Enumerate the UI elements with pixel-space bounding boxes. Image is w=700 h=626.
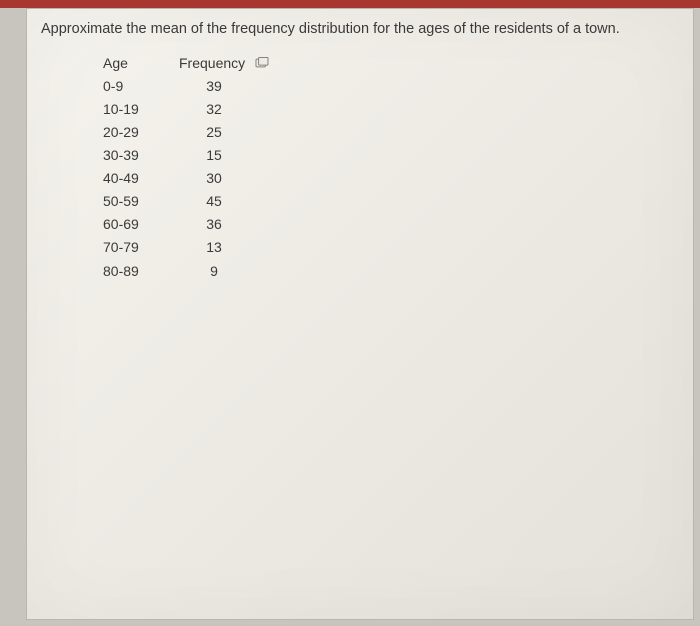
header-frequency-label: Frequency <box>179 55 245 71</box>
cell-frequency: 9 <box>179 260 249 283</box>
table-row: 40-49 30 <box>89 167 679 190</box>
table-row: 0-9 39 <box>89 75 679 98</box>
cell-frequency: 32 <box>179 98 249 121</box>
table-row: 30-39 15 <box>89 144 679 167</box>
cell-age: 50-59 <box>89 190 179 213</box>
table-row: 50-59 45 <box>89 190 679 213</box>
cell-age: 0-9 <box>89 75 179 98</box>
header-age: Age <box>89 55 179 71</box>
table-row: 80-89 9 <box>89 260 679 283</box>
table-row: 70-79 13 <box>89 236 679 259</box>
cell-frequency: 15 <box>179 144 249 167</box>
table-row: 20-29 25 <box>89 121 679 144</box>
cell-age: 70-79 <box>89 236 179 259</box>
app-frame: Approximate the mean of the frequency di… <box>0 0 700 626</box>
table-header-row: Age Frequency <box>89 55 679 71</box>
cell-frequency: 36 <box>179 213 249 236</box>
table-row: 10-19 32 <box>89 98 679 121</box>
cell-frequency: 39 <box>179 75 249 98</box>
cell-age: 60-69 <box>89 213 179 236</box>
table-row: 60-69 36 <box>89 213 679 236</box>
cell-frequency: 30 <box>179 167 249 190</box>
question-panel: Approximate the mean of the frequency di… <box>26 8 694 620</box>
cell-frequency: 13 <box>179 236 249 259</box>
question-text: Approximate the mean of the frequency di… <box>41 19 679 41</box>
copy-table-icon[interactable] <box>255 57 269 69</box>
cell-frequency: 45 <box>179 190 249 213</box>
cell-age: 80-89 <box>89 260 179 283</box>
header-frequency: Frequency <box>179 55 279 71</box>
cell-age: 40-49 <box>89 167 179 190</box>
frequency-table: Age Frequency 0-9 39 10-19 32 <box>89 55 679 283</box>
cell-frequency: 25 <box>179 121 249 144</box>
cell-age: 10-19 <box>89 98 179 121</box>
cell-age: 20-29 <box>89 121 179 144</box>
cell-age: 30-39 <box>89 144 179 167</box>
accent-bar <box>0 0 700 8</box>
